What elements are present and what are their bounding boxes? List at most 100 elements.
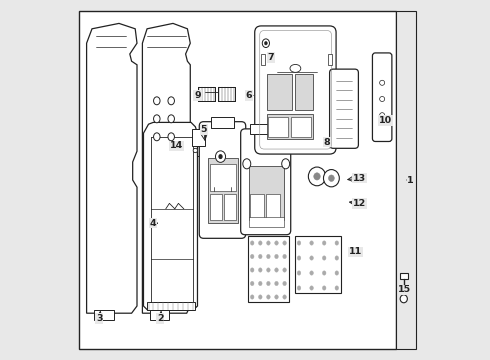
Bar: [94, 310, 114, 320]
Bar: [294, 74, 313, 110]
Ellipse shape: [259, 255, 262, 259]
Bar: [210, 164, 236, 191]
Ellipse shape: [259, 241, 262, 245]
Ellipse shape: [153, 133, 160, 141]
Bar: [198, 87, 216, 101]
Ellipse shape: [267, 255, 270, 259]
Ellipse shape: [400, 295, 407, 303]
Ellipse shape: [322, 286, 326, 290]
Bar: [294, 236, 342, 293]
Text: 9: 9: [194, 91, 201, 100]
Bar: [218, 87, 235, 101]
Bar: [267, 74, 292, 110]
Bar: [210, 194, 222, 220]
Text: 5: 5: [200, 125, 207, 134]
Ellipse shape: [335, 241, 339, 245]
Text: 2: 2: [157, 314, 164, 323]
Bar: [208, 158, 238, 223]
Ellipse shape: [283, 268, 286, 272]
Ellipse shape: [153, 97, 160, 105]
Ellipse shape: [216, 151, 225, 162]
Ellipse shape: [283, 295, 286, 299]
FancyBboxPatch shape: [199, 122, 245, 238]
Ellipse shape: [322, 271, 326, 275]
Ellipse shape: [290, 64, 301, 72]
Polygon shape: [144, 122, 197, 310]
Bar: [198, 87, 216, 101]
Ellipse shape: [265, 41, 268, 45]
Ellipse shape: [308, 167, 326, 186]
Ellipse shape: [380, 80, 385, 85]
Bar: [261, 54, 265, 65]
Text: 14: 14: [170, 141, 183, 150]
Ellipse shape: [259, 268, 262, 272]
Ellipse shape: [250, 295, 254, 299]
Ellipse shape: [297, 286, 301, 290]
FancyBboxPatch shape: [241, 129, 291, 235]
Bar: [400, 273, 408, 279]
Ellipse shape: [380, 96, 385, 102]
Ellipse shape: [297, 271, 301, 275]
Ellipse shape: [310, 271, 314, 275]
Ellipse shape: [168, 115, 174, 123]
Text: 12: 12: [353, 199, 366, 208]
Ellipse shape: [275, 241, 278, 245]
Ellipse shape: [335, 271, 339, 275]
Ellipse shape: [267, 282, 270, 286]
Ellipse shape: [335, 256, 339, 260]
Bar: [218, 87, 235, 101]
Ellipse shape: [243, 159, 251, 169]
Ellipse shape: [283, 255, 286, 259]
Text: 6: 6: [245, 91, 252, 100]
Ellipse shape: [275, 282, 278, 286]
Ellipse shape: [250, 268, 254, 272]
Bar: [254, 18, 369, 157]
Ellipse shape: [267, 241, 270, 245]
Bar: [149, 310, 170, 320]
Bar: [267, 114, 313, 139]
Ellipse shape: [297, 241, 301, 245]
Ellipse shape: [193, 148, 197, 153]
Bar: [248, 166, 284, 220]
Bar: [192, 129, 205, 146]
Ellipse shape: [250, 282, 254, 286]
Ellipse shape: [153, 115, 160, 123]
Ellipse shape: [297, 256, 301, 260]
Bar: [269, 117, 288, 137]
Ellipse shape: [322, 241, 326, 245]
Ellipse shape: [314, 173, 320, 180]
Ellipse shape: [335, 286, 339, 290]
Bar: [248, 236, 289, 302]
Ellipse shape: [283, 282, 286, 286]
Ellipse shape: [380, 113, 385, 118]
Ellipse shape: [310, 241, 314, 245]
Ellipse shape: [250, 241, 254, 245]
Ellipse shape: [323, 170, 339, 187]
Bar: [250, 194, 264, 218]
Bar: [250, 124, 281, 134]
Text: 11: 11: [349, 248, 363, 256]
Bar: [79, 11, 396, 349]
Ellipse shape: [262, 39, 270, 48]
Bar: [266, 194, 280, 218]
Text: 1: 1: [407, 176, 414, 185]
Text: 3: 3: [96, 314, 102, 323]
Polygon shape: [143, 23, 190, 313]
Ellipse shape: [310, 286, 314, 290]
Ellipse shape: [275, 255, 278, 259]
Polygon shape: [87, 23, 137, 313]
Bar: [291, 117, 311, 137]
Text: 4: 4: [150, 219, 156, 228]
Text: 8: 8: [324, 138, 330, 147]
Ellipse shape: [168, 97, 174, 105]
Bar: [396, 11, 416, 349]
Ellipse shape: [310, 256, 314, 260]
Text: 13: 13: [353, 174, 366, 183]
Ellipse shape: [275, 295, 278, 299]
Text: 10: 10: [379, 116, 392, 125]
Bar: [211, 117, 234, 128]
Ellipse shape: [282, 159, 290, 169]
Ellipse shape: [219, 155, 222, 158]
Ellipse shape: [275, 268, 278, 272]
Bar: [248, 217, 284, 227]
